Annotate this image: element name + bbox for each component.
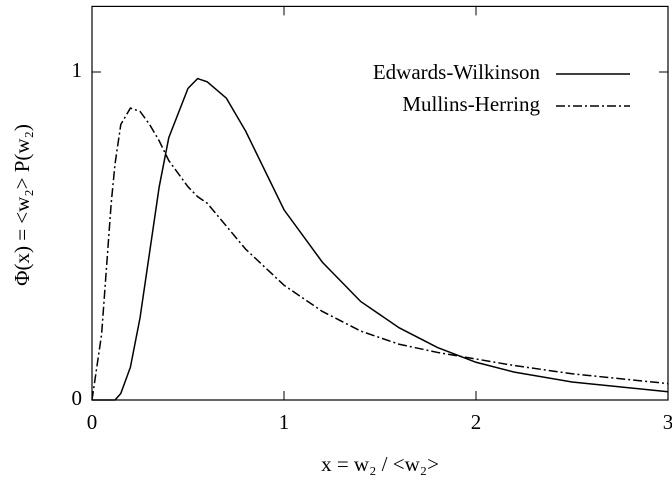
line-series <box>92 77 669 401</box>
y-tick-label: 0 <box>72 386 83 410</box>
x-tick-label: 3 <box>663 410 672 434</box>
y-axis-label: Φ(x) = <w₂> P(w₂) <box>10 124 34 286</box>
plot-frame <box>91 5 669 401</box>
y-tick-label: 1 <box>72 58 83 82</box>
x-axis-label: x = w₂ / <w₂> <box>321 452 439 476</box>
legend-label: Mullins-Herring <box>402 92 540 116</box>
line-series <box>91 107 669 401</box>
x-tick-label: 0 <box>87 410 98 434</box>
x-tick-label: 1 <box>279 410 290 434</box>
legend-label: Edwards-Wilkinson <box>373 60 541 84</box>
x-tick-label: 2 <box>471 410 482 434</box>
